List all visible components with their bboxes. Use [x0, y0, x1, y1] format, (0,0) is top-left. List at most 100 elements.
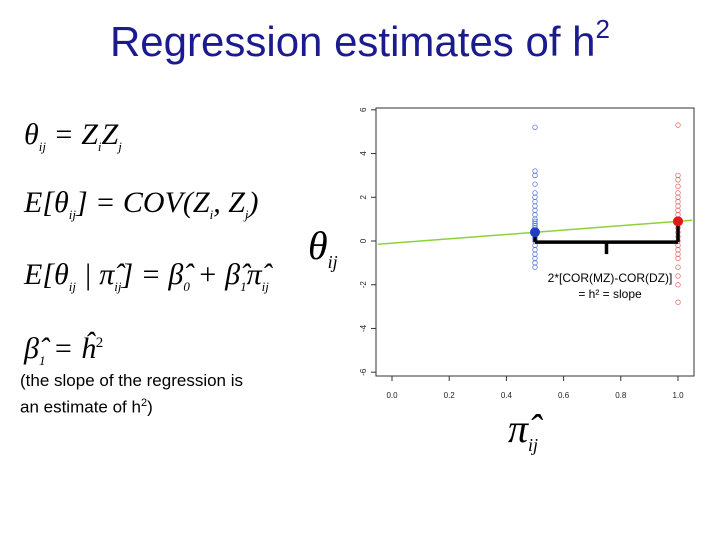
eq3-rhs-sub2: 1: [240, 279, 247, 294]
eq4-lhs-sub: 1: [38, 353, 46, 368]
data-point: [532, 207, 538, 214]
data-point: [532, 168, 538, 174]
caption-line-2: an estimate of h2): [20, 392, 243, 419]
annotation-line-1: 2*[COR(MZ)-COR(DZ)]: [547, 271, 673, 285]
data-point: [532, 198, 538, 205]
caption-line-2-text: an estimate of h: [20, 397, 141, 417]
eq1-lhs: θ: [24, 118, 39, 151]
data-point: [532, 251, 538, 257]
data-point: [675, 273, 681, 279]
y-tick-label: -2: [359, 281, 368, 289]
y-symbol-sub: ij: [327, 252, 338, 272]
caption-line-2-end: ): [147, 397, 153, 417]
data-point: [532, 181, 538, 187]
data-point: [532, 194, 538, 200]
data-point: [675, 282, 681, 288]
eq3-rhs-end: π̂: [246, 258, 262, 291]
eq1-rhs-mid: Z: [101, 118, 119, 151]
slope-caption: (the slope of the regression is an estim…: [20, 370, 243, 419]
eq2-rhs-end: ): [248, 186, 259, 219]
title-superscript: 2: [595, 14, 611, 44]
data-point: [532, 255, 538, 262]
eq3-mid-sub: ij: [114, 279, 122, 294]
data-point: [675, 172, 681, 179]
caption-line-2-sup: 2: [140, 397, 148, 409]
x-tick-label: 0.2: [444, 391, 456, 400]
y-axis: -6 -4 -2 0 2 4 6: [359, 107, 376, 376]
data-point: [532, 212, 538, 218]
data-point: [675, 198, 681, 205]
data-point: [532, 264, 538, 270]
annotation-line-2: = h² = slope: [578, 287, 642, 301]
equation-1: θij = ZiZj: [24, 118, 122, 155]
eq3-rhs-end-sub: ij: [261, 279, 269, 294]
eq1-rhs: = Z: [53, 118, 98, 151]
mean-point-mz: [673, 216, 683, 227]
equation-2: E[θij] = COV(Zi, Zj): [24, 186, 259, 223]
data-point: [532, 172, 538, 179]
data-point: [675, 299, 681, 305]
eq4-lhs: β̂: [24, 332, 39, 365]
eq2-lhs: E[θ: [24, 186, 69, 219]
eq2-rhs-sub1: i: [209, 207, 214, 222]
y-tick-label: 6: [359, 107, 368, 112]
data-point: [675, 183, 681, 190]
data-point: [675, 251, 681, 257]
eq2-rhs: ] = COV(Z: [75, 186, 210, 219]
data-point: [675, 194, 681, 200]
x-tick-label: 0.8: [615, 391, 627, 400]
data-point: [675, 177, 681, 183]
data-point: [675, 190, 681, 196]
x-symbol: π̂: [508, 406, 529, 451]
eq1-rhs-sub2: j: [118, 139, 122, 154]
data-point: [532, 190, 538, 196]
equation-3: E[θij | π̂ij] = β̂0 + β̂1π̂ij: [24, 258, 269, 295]
eq2-rhs-mid: , Z: [213, 186, 245, 219]
y-symbol: θ: [308, 223, 328, 268]
slide-title: Regression estimates of h2: [0, 14, 720, 66]
data-point: [675, 122, 681, 128]
eq1-lhs-sub: ij: [38, 139, 46, 154]
title-text: Regression estimates of h: [109, 18, 596, 65]
eq3-rhs: ] = β̂: [121, 258, 184, 291]
y-tick-label: 0: [359, 238, 368, 243]
eq3-mid: | π̂: [75, 258, 115, 291]
data-point: [675, 264, 681, 270]
eq3-lhs: E[θ: [24, 258, 69, 291]
data-point: [532, 124, 538, 131]
y-tick-label: 4: [359, 151, 368, 156]
eq2-lhs-sub: ij: [68, 207, 76, 222]
caption-line-1: (the slope of the regression is: [20, 371, 244, 390]
mean-point-dz: [530, 227, 540, 238]
y-tick-label: -6: [359, 368, 368, 376]
data-point: [532, 247, 538, 253]
x-symbol-sub: ij: [528, 435, 539, 455]
x-axis-symbol: π̂ij: [508, 405, 538, 456]
data-point: [532, 203, 538, 209]
eq3-rhs-mid: + β̂: [189, 258, 241, 291]
y-axis-symbol: θij: [308, 222, 338, 273]
y-tick-label: 2: [359, 194, 368, 199]
regression-overlay: [377, 216, 693, 255]
eq3-lhs-sub: ij: [68, 279, 76, 294]
data-point: [532, 260, 538, 266]
eq4-rhs: = ĥ: [52, 332, 96, 365]
eq2-rhs-sub2: j: [244, 207, 249, 222]
x-axis: 0.0 0.2 0.4 0.6 0.8 1.0: [386, 376, 684, 400]
eq4-rhs-sup: 2: [95, 335, 104, 351]
data-point: [675, 203, 681, 209]
eq3-rhs-sub1: 0: [183, 279, 190, 294]
x-tick-label: 0.0: [386, 391, 398, 400]
plot-frame: [375, 107, 695, 377]
equation-4: β̂1 = ĥ2: [24, 332, 103, 369]
x-tick-label: 0.4: [501, 391, 513, 400]
x-tick-label: 1.0: [672, 391, 684, 400]
data-point: [675, 255, 681, 262]
eq1-rhs-sub1: i: [97, 139, 102, 154]
x-tick-label: 0.6: [558, 391, 570, 400]
data-point: [675, 207, 681, 214]
slope-annotation: 2*[COR(MZ)-COR(DZ)] = h² = slope: [520, 270, 700, 302]
data-point: [675, 247, 681, 253]
y-tick-label: -4: [359, 324, 368, 332]
